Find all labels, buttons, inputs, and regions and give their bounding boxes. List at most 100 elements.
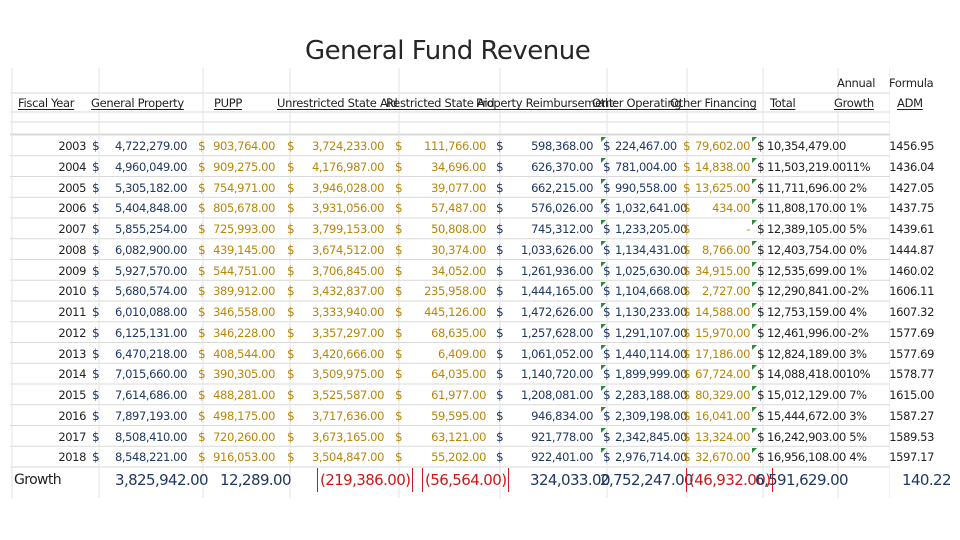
fiscal-year-cell[interactable]: 2007 xyxy=(58,222,86,236)
formula-adm-cell[interactable]: 1606.11 xyxy=(889,284,934,299)
annual-growth-cell[interactable]: 3% xyxy=(849,408,867,423)
other-operating-cell[interactable]: 1,899,999.00 xyxy=(615,367,688,382)
pupp-cell[interactable]: 498,175.00 xyxy=(213,408,275,423)
restricted-state-aid-cell[interactable]: 34,052.00 xyxy=(431,263,486,278)
restricted-state-aid-cell[interactable]: 59,595.00 xyxy=(431,408,486,423)
property-reimbursement-cell[interactable]: 1,061,052.00 xyxy=(520,346,593,361)
property-reimbursement-cell[interactable]: 1,208,081.00 xyxy=(520,388,593,402)
annual-growth-cell[interactable]: -2% xyxy=(847,284,869,299)
pupp-cell[interactable]: 439,145.00 xyxy=(213,242,275,257)
fiscal-year-cell[interactable]: 2013 xyxy=(58,346,86,361)
other-financing-cell[interactable]: 32,670.00 xyxy=(695,450,750,465)
unrestricted-state-aid-cell[interactable]: 3,724,233.00 xyxy=(311,139,384,153)
other-financing-cell[interactable]: 79,602.00 xyxy=(695,139,750,153)
unrestricted-state-aid-cell[interactable]: 3,799,153.00 xyxy=(311,222,384,236)
other-operating-cell[interactable]: 1,134,431.00 xyxy=(615,242,688,257)
unrestricted-state-aid-cell[interactable]: 4,176,987.00 xyxy=(311,159,384,174)
pupp-cell[interactable]: 805,678.00 xyxy=(213,201,275,216)
fiscal-year-cell[interactable]: 2006 xyxy=(58,201,86,216)
restricted-state-aid-cell[interactable]: 34,696.00 xyxy=(431,159,486,174)
total-cell[interactable]: 12,753,159.00 xyxy=(767,305,846,319)
total-cell[interactable]: 12,403,754.00 xyxy=(767,242,846,257)
other-financing-cell[interactable]: 13,324.00 xyxy=(695,429,750,444)
general-property-cell[interactable]: 5,305,182.00 xyxy=(114,180,187,195)
pupp-cell[interactable]: 725,993.00 xyxy=(213,222,275,236)
general-property-cell[interactable]: 6,125,131.00 xyxy=(114,325,187,340)
general-property-cell[interactable]: 6,082,900.00 xyxy=(114,242,187,257)
total-cell[interactable]: 15,012,129.00 xyxy=(767,388,846,402)
property-reimbursement-cell[interactable]: 1,033,626.00 xyxy=(520,242,593,257)
restricted-state-aid-cell[interactable]: 111,766.00 xyxy=(424,139,486,153)
other-financing-cell[interactable]: 15,970.00 xyxy=(695,325,750,340)
other-financing-cell[interactable]: 16,041.00 xyxy=(695,408,750,423)
restricted-state-aid-cell[interactable]: 50,808.00 xyxy=(431,222,486,236)
restricted-state-aid-cell[interactable]: 55,202.00 xyxy=(431,450,486,465)
unrestricted-state-aid-cell[interactable]: 3,706,845.00 xyxy=(311,263,384,278)
annual-growth-cell[interactable]: 4% xyxy=(849,305,867,319)
pupp-cell[interactable]: 408,544.00 xyxy=(213,346,275,361)
fiscal-year-cell[interactable]: 2017 xyxy=(58,429,86,444)
other-financing-cell[interactable]: 8,766.00 xyxy=(701,242,750,257)
annual-growth-cell[interactable]: 10% xyxy=(845,367,871,382)
other-operating-cell[interactable]: 1,025,630.00 xyxy=(615,263,688,278)
annual-growth-cell[interactable]: 3% xyxy=(849,346,867,361)
pupp-cell[interactable]: 916,053.00 xyxy=(213,450,275,465)
general-property-cell[interactable]: 6,470,218.00 xyxy=(114,346,187,361)
annual-growth-cell[interactable]: 7% xyxy=(849,388,867,402)
unrestricted-state-aid-cell[interactable]: 3,432,837.00 xyxy=(311,284,384,299)
total-cell[interactable]: 11,503,219.00 xyxy=(767,159,846,174)
total-cell[interactable]: 11,808,170.00 xyxy=(767,201,846,216)
formula-adm-cell[interactable]: 1436.04 xyxy=(889,159,934,174)
other-operating-cell[interactable]: 1,104,668.00 xyxy=(615,284,688,299)
pupp-cell[interactable]: 389,912.00 xyxy=(213,284,275,299)
unrestricted-state-aid-cell[interactable]: 3,674,512.00 xyxy=(311,242,384,257)
general-property-cell[interactable]: 4,722,279.00 xyxy=(114,139,187,153)
formula-adm-cell[interactable]: 1589.53 xyxy=(889,429,934,444)
other-operating-cell[interactable]: 2,342,845.00 xyxy=(615,429,688,444)
formula-adm-cell[interactable]: 1437.75 xyxy=(889,201,934,216)
other-financing-cell[interactable]: 34,915.00 xyxy=(695,263,750,278)
fiscal-year-cell[interactable]: 2003 xyxy=(58,139,86,153)
property-reimbursement-cell[interactable]: 1,261,936.00 xyxy=(520,263,593,278)
restricted-state-aid-cell[interactable]: 63,121.00 xyxy=(431,429,486,444)
other-financing-cell[interactable]: 14,588.00 xyxy=(695,305,750,319)
other-financing-cell[interactable]: 13,625.00 xyxy=(695,180,750,195)
total-cell[interactable]: 12,290,841.00 xyxy=(767,284,846,299)
property-reimbursement-cell[interactable]: 921,778.00 xyxy=(531,429,593,444)
formula-adm-cell[interactable]: 1597.17 xyxy=(889,450,934,465)
unrestricted-state-aid-cell[interactable]: 3,717,636.00 xyxy=(311,408,384,423)
annual-growth-cell[interactable]: 4% xyxy=(849,450,867,465)
unrestricted-state-aid-cell[interactable]: 3,357,297.00 xyxy=(311,325,384,340)
formula-adm-cell[interactable]: 1615.00 xyxy=(889,388,934,402)
other-operating-cell[interactable]: 2,283,188.00 xyxy=(615,388,688,402)
general-property-cell[interactable]: 5,927,570.00 xyxy=(114,263,187,278)
annual-growth-cell[interactable]: 1% xyxy=(849,263,867,278)
pupp-cell[interactable]: 346,228.00 xyxy=(213,325,275,340)
total-cell[interactable]: 12,535,699.00 xyxy=(767,263,846,278)
other-operating-cell[interactable]: 1,291,107.00 xyxy=(615,325,688,340)
other-financing-cell[interactable]: 80,329.00 xyxy=(695,388,750,402)
property-reimbursement-cell[interactable]: 576,026.00 xyxy=(531,201,593,216)
annual-growth-cell[interactable]: 2% xyxy=(849,180,867,195)
other-operating-cell[interactable]: 2,976,714.00 xyxy=(615,450,688,465)
total-cell[interactable]: 15,444,672.00 xyxy=(767,408,846,423)
unrestricted-state-aid-cell[interactable]: 3,525,587.00 xyxy=(311,388,384,402)
other-financing-cell[interactable]: 17,186.00 xyxy=(695,346,750,361)
total-cell[interactable]: 16,242,903.00 xyxy=(767,429,846,444)
formula-adm-cell[interactable]: 1577.69 xyxy=(889,325,934,340)
fiscal-year-cell[interactable]: 2014 xyxy=(58,367,86,382)
total-cell[interactable]: 16,956,108.00 xyxy=(767,450,846,465)
annual-growth-cell[interactable]: 1% xyxy=(849,201,867,216)
other-operating-cell[interactable]: 1,032,641.00 xyxy=(615,201,688,216)
total-cell[interactable]: 14,088,418.00 xyxy=(767,367,846,382)
general-property-cell[interactable]: 5,680,574.00 xyxy=(114,284,187,299)
other-financing-cell[interactable]: 14,838.00 xyxy=(695,159,750,174)
fiscal-year-cell[interactable]: 2005 xyxy=(58,180,86,195)
fiscal-year-cell[interactable]: 2004 xyxy=(58,159,86,174)
formula-adm-cell[interactable]: 1456.95 xyxy=(889,139,934,153)
restricted-state-aid-cell[interactable]: 39,077.00 xyxy=(431,180,486,195)
restricted-state-aid-cell[interactable]: 30,374.00 xyxy=(431,242,486,257)
total-cell[interactable]: 10,354,479.00 xyxy=(767,139,846,153)
fiscal-year-cell[interactable]: 2008 xyxy=(58,242,86,257)
property-reimbursement-cell[interactable]: 598,368.00 xyxy=(531,139,593,153)
